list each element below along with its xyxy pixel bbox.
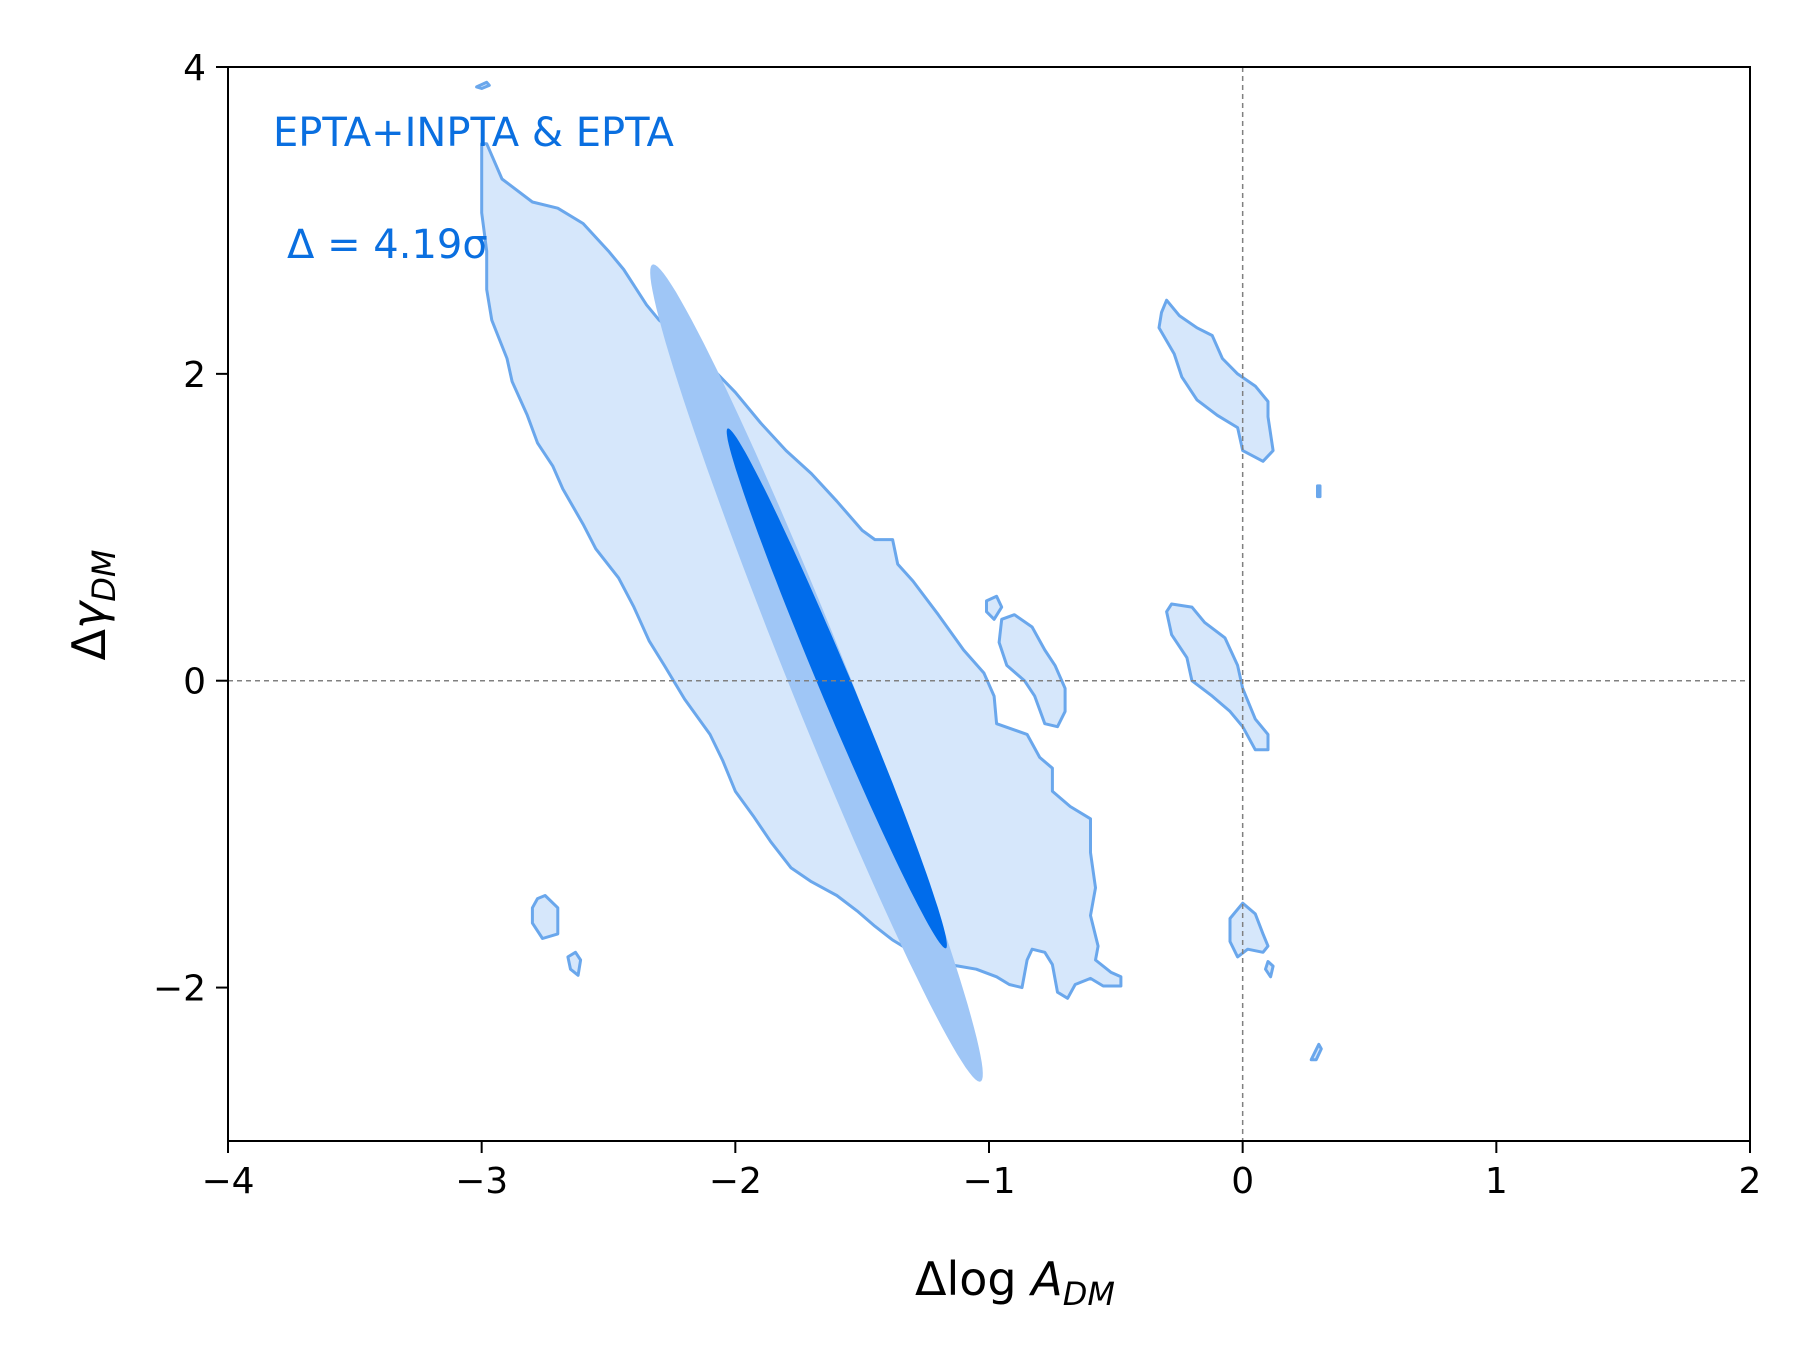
contour-regions: [475, 80, 1323, 1082]
x-axis-ticks: −4 −3 −2 −1 0 1 2: [201, 1141, 1761, 1202]
y-tick-label: 0: [183, 662, 206, 703]
x-tick-label: −3: [455, 1161, 508, 1202]
y-tick-label: 4: [183, 48, 206, 89]
x-tick-label: 0: [1231, 1161, 1254, 1202]
contour-island: [1165, 602, 1270, 752]
contour-island: [985, 594, 1004, 621]
x-axis-label: Δlog ADM: [915, 1252, 1115, 1313]
dataset-annotation: EPTA+INPTA & EPTA: [273, 110, 674, 156]
x-tick-label: 2: [1739, 1161, 1762, 1202]
y-axis-label: ΔγDM: [62, 550, 123, 661]
x-tick-label: 1: [1485, 1161, 1508, 1202]
contour-island: [475, 80, 491, 90]
y-tick-label: −2: [153, 969, 206, 1010]
x-tick-label: −2: [709, 1161, 762, 1202]
y-tick-label: 2: [183, 355, 206, 396]
contour-island: [530, 894, 560, 940]
y-axis-ticks: −2 0 2 4: [153, 48, 228, 1010]
contour-island: [1157, 298, 1275, 463]
contour-island: [1309, 1042, 1323, 1062]
contour-island: [1264, 960, 1275, 979]
contour-island: [1316, 484, 1322, 499]
contour-island: [566, 950, 583, 977]
sigma-annotation: Δ = 4.19σ: [287, 222, 488, 268]
contour-island: [1228, 901, 1270, 959]
x-tick-label: −4: [201, 1161, 254, 1202]
contour-inner: [726, 428, 947, 949]
contour-island: [997, 613, 1067, 729]
reference-lines: [228, 67, 1750, 1141]
x-tick-label: −1: [962, 1161, 1015, 1202]
